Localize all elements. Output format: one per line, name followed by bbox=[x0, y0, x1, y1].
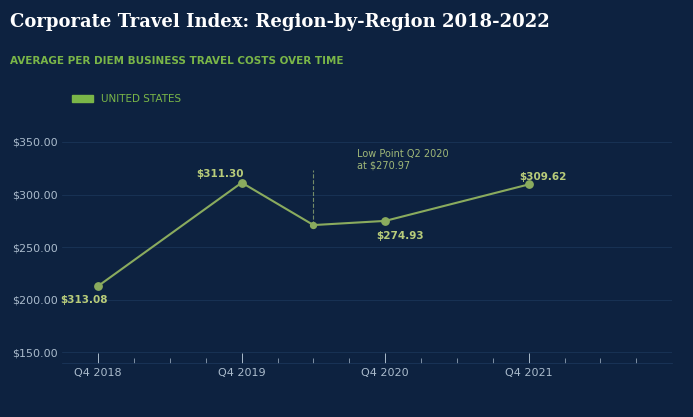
Point bbox=[93, 283, 104, 289]
Text: $311.30: $311.30 bbox=[196, 169, 244, 179]
Point bbox=[380, 218, 391, 224]
Legend: UNITED STATES: UNITED STATES bbox=[68, 90, 185, 108]
Point bbox=[308, 222, 319, 229]
Text: AVERAGE PER DIEM BUSINESS TRAVEL COSTS OVER TIME: AVERAGE PER DIEM BUSINESS TRAVEL COSTS O… bbox=[10, 56, 344, 66]
Point bbox=[236, 179, 247, 186]
Text: $274.93: $274.93 bbox=[376, 231, 423, 241]
Point bbox=[523, 181, 534, 188]
Text: $313.08: $313.08 bbox=[60, 295, 107, 304]
Text: Corporate Travel Index: Region-by-Region 2018-2022: Corporate Travel Index: Region-by-Region… bbox=[10, 13, 550, 30]
Text: $309.62: $309.62 bbox=[519, 172, 567, 182]
Text: Low Point Q2 2020
at $270.97: Low Point Q2 2020 at $270.97 bbox=[356, 149, 448, 171]
